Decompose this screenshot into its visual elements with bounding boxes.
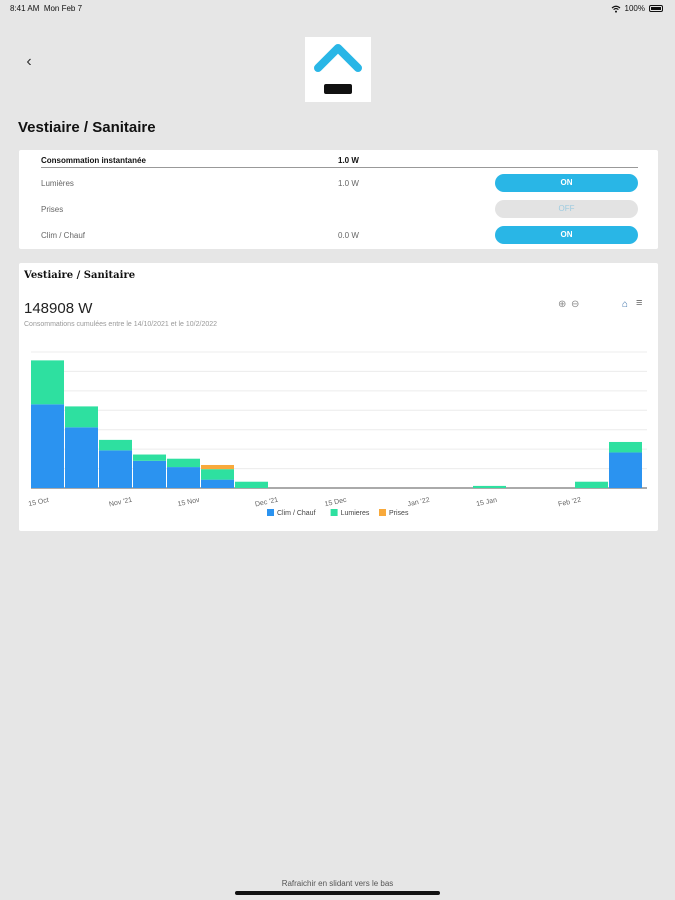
app-logo: [305, 37, 371, 102]
bar-segment[interactable]: [609, 452, 642, 488]
control-row-prises: Prises OFF: [41, 197, 638, 221]
stacked-bar-chart: 15 Oct Nov '21 15 Nov Dec '21 15 Dec Jan '22 1…: [28, 351, 647, 517]
legend-swatch: [267, 509, 274, 516]
instant-consumption-row: Consommation instantanée 1.0 W: [41, 153, 638, 168]
bar-segment[interactable]: [201, 464, 234, 470]
clim-toggle[interactable]: ON: [495, 226, 638, 244]
bar-segment[interactable]: [201, 479, 234, 488]
bar-segment[interactable]: [133, 454, 166, 461]
bar-segment[interactable]: [31, 404, 64, 488]
x-tick-label: Jan '22: [407, 497, 430, 509]
bar-segment[interactable]: [167, 458, 200, 468]
control-label: Clim / Chauf: [41, 231, 86, 240]
x-tick-label: 15 Jan: [476, 497, 498, 508]
home-indicator[interactable]: [235, 891, 440, 895]
control-row-clim: Clim / Chauf 0.0 W ON: [41, 223, 638, 247]
battery-percent: 100%: [624, 4, 645, 13]
bar-segment[interactable]: [575, 481, 608, 488]
controls-card: Consommation instantanée 1.0 W Lumières …: [19, 150, 658, 249]
x-tick-label: Nov '21: [108, 497, 133, 509]
control-label: Lumières: [41, 179, 74, 188]
legend-swatch: [330, 509, 338, 516]
wifi-icon: [611, 5, 620, 13]
zoom-out-icon[interactable]: ⊖: [571, 299, 580, 310]
legend-item[interactable]: Lumieres: [341, 510, 370, 517]
page-title: Vestiaire / Sanitaire: [18, 119, 156, 136]
x-tick-label: 15 Oct: [28, 497, 50, 508]
chart-subtitle: Consommations cumulées entre le 14/10/20…: [24, 321, 218, 328]
bar-segment[interactable]: [99, 439, 132, 451]
instant-consumption-value: 1.0 W: [338, 156, 359, 165]
refresh-hint: Rafraichir en slidant vers le bas: [281, 879, 394, 888]
x-tick-label: Dec '21: [254, 497, 279, 509]
logo-mark: [314, 44, 362, 94]
bar-segment[interactable]: [609, 441, 642, 453]
back-button[interactable]: ‹: [20, 52, 38, 72]
bar-segment[interactable]: [133, 460, 166, 488]
bar-segment[interactable]: [473, 485, 506, 488]
bar-segment[interactable]: [201, 469, 234, 480]
control-power: 1.0 W: [338, 179, 359, 188]
lumieres-toggle[interactable]: ON: [495, 174, 638, 192]
legend-item[interactable]: Clim / Chauf: [277, 510, 316, 517]
reset-zoom-home-icon[interactable]: ⌂: [622, 299, 629, 310]
chart-card: Vestiaire / Sanitaire 148908 W Consommat…: [19, 263, 658, 531]
status-bar: 8:41 AM Mon Feb 7 100%: [0, 0, 675, 18]
chevron-left-icon: ‹: [26, 53, 32, 70]
bar-segment[interactable]: [99, 450, 132, 488]
bar-segment[interactable]: [235, 481, 268, 488]
control-row-lumieres: Lumières 1.0 W ON: [41, 171, 638, 195]
prises-toggle[interactable]: OFF: [495, 200, 638, 218]
x-tick-label: 15 Nov: [177, 497, 201, 509]
bar-segment[interactable]: [31, 360, 64, 405]
zoom-in-icon[interactable]: ⊕: [558, 299, 567, 310]
bar-segment[interactable]: [65, 406, 98, 428]
x-tick-label: 15 Dec: [324, 497, 348, 509]
status-date: Mon Feb 7: [43, 4, 83, 13]
chart-total: 148908 W: [24, 300, 93, 317]
status-clock: 8:41 AM: [10, 4, 40, 13]
bar-segment[interactable]: [167, 467, 200, 488]
x-tick-label: Feb '22: [558, 497, 582, 509]
legend-swatch: [379, 509, 386, 516]
control-label: Prises: [41, 205, 64, 214]
bar-segment[interactable]: [65, 427, 98, 488]
legend-item[interactable]: Prises: [389, 510, 409, 517]
chart-menu-icon[interactable]: ≡: [636, 297, 643, 309]
status-indicators: 100%: [611, 4, 663, 13]
battery-icon: [649, 5, 663, 12]
control-power: 0.0 W: [338, 231, 359, 240]
status-time: 8:41 AM Mon Feb 7: [10, 4, 82, 13]
instant-consumption-label: Consommation instantanée: [41, 156, 146, 165]
chart-title: Vestiaire / Sanitaire: [24, 270, 136, 281]
